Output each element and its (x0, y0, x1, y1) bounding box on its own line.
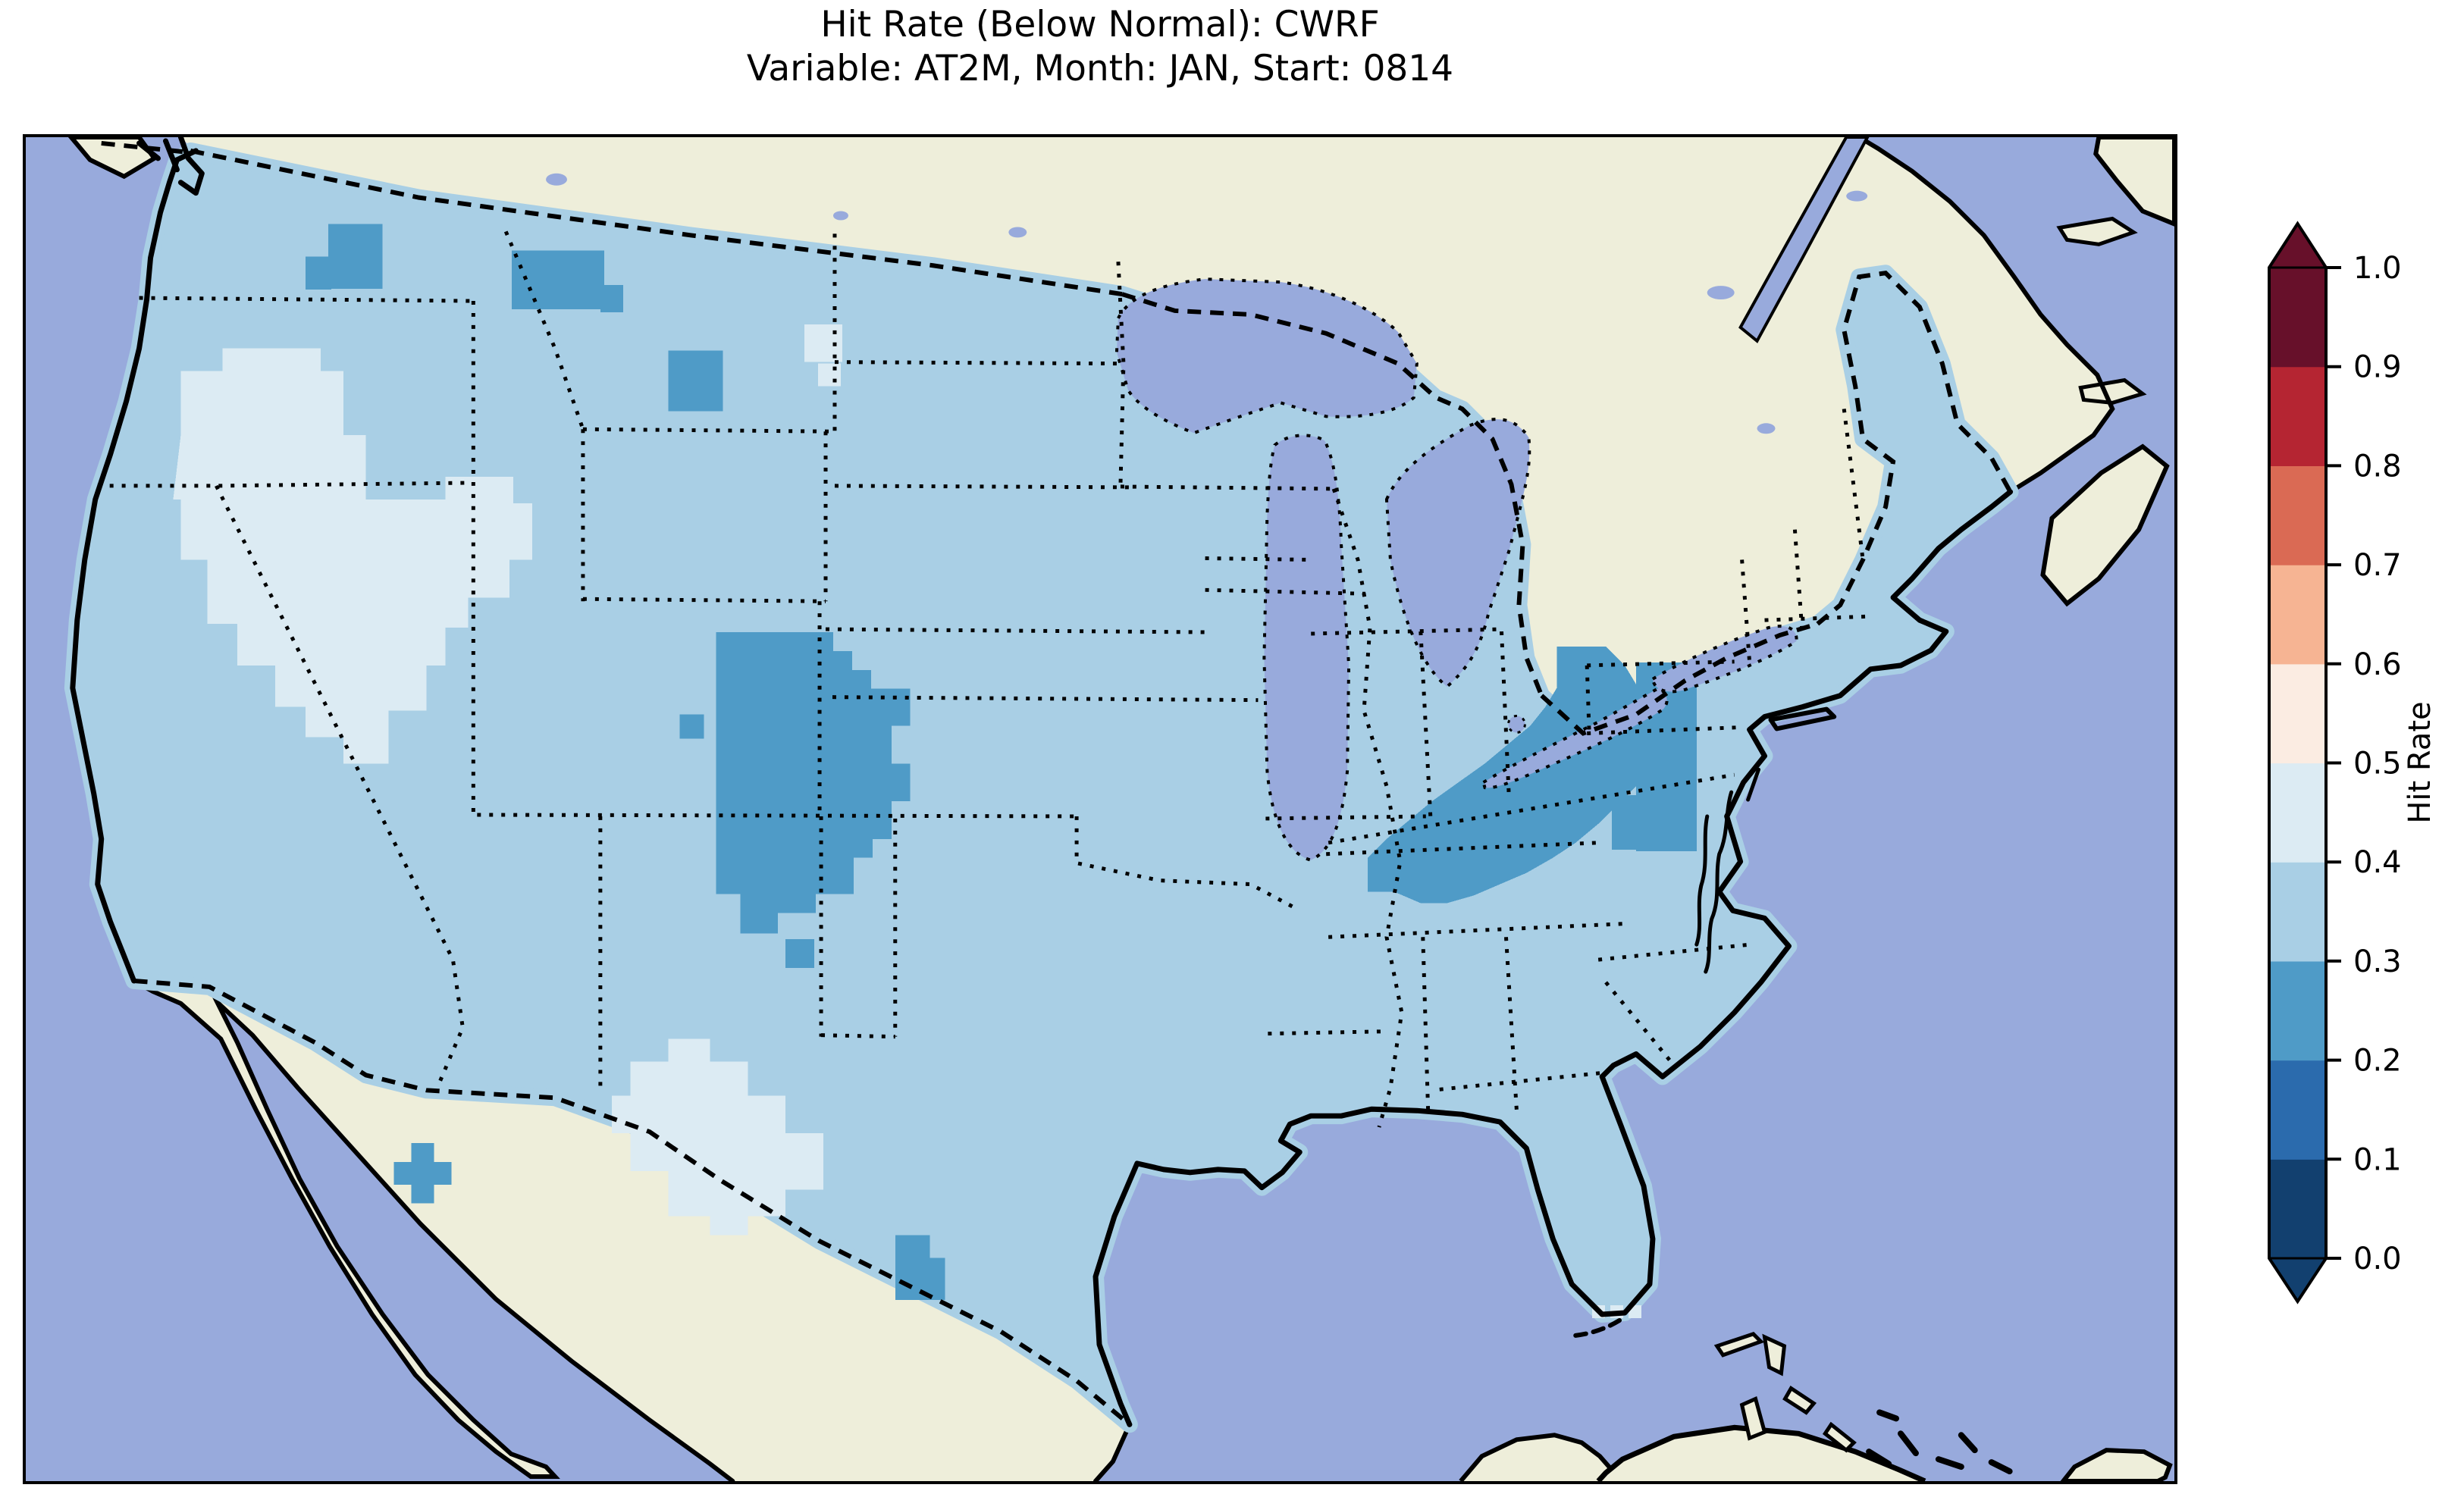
hispaniola-tip (2060, 1448, 2173, 1481)
canada-mainland (180, 137, 2113, 734)
small-lake (1846, 190, 1868, 202)
colorbar-extend-low (2269, 1258, 2326, 1301)
small-lake (1707, 286, 1735, 300)
colorbar-tick-label: 0.2 (2353, 1044, 2402, 1079)
prince-edward-island (2078, 377, 2147, 405)
colorbar-tick-label: 0.4 (2353, 845, 2402, 880)
mexico-mainland (209, 986, 1130, 1481)
lake-huron (1384, 418, 1531, 689)
mexico-west-coastline (216, 1001, 735, 1481)
anticosti-island (2056, 216, 2138, 246)
colorbar-scale: 0.0 0.1 0.2 0.3 0.4 0.5 0.6 0.7 0.8 0.9 1.0 (2268, 221, 2402, 1305)
island (1739, 1396, 1767, 1441)
patch-cell (679, 714, 704, 739)
colorbar-axis-label: Hit Rate (2403, 701, 2437, 823)
small-lake (832, 211, 848, 221)
patch-west-texas-nm (611, 1038, 824, 1236)
baja-california (133, 979, 560, 1480)
st-lawrence-river (1738, 137, 1870, 343)
patch-cell (512, 250, 604, 309)
chesapeake-bay (1694, 767, 1761, 974)
patch-cell (785, 939, 815, 969)
patch-great-basin (173, 348, 533, 764)
yucatan (1460, 1435, 1611, 1481)
colorbar-segment (2269, 1060, 2326, 1160)
puget-sound (136, 137, 205, 196)
lake-michigan (1262, 434, 1351, 862)
colorbar-segment (2269, 465, 2326, 565)
island (1762, 1333, 1787, 1377)
colorbar-segment (2269, 1159, 2326, 1259)
long-island (1768, 706, 1837, 731)
mexico-caribbean-landmass (133, 979, 2173, 1481)
patch-cell (393, 1161, 452, 1185)
lake-superior (1114, 277, 1419, 435)
colorbar-segment (2269, 960, 2326, 1061)
colorbar-tick-label: 1.0 (2353, 251, 2402, 286)
patch-cell (305, 256, 331, 290)
pacific-coastline (70, 157, 180, 984)
colorbar-tick-label: 0.3 (2353, 944, 2402, 979)
title-line-1: Hit Rate (Below Normal): CWRF (820, 4, 1380, 45)
patch-cell (818, 363, 841, 387)
small-lake (1008, 227, 1027, 238)
colorbar-segment (2269, 862, 2326, 962)
colorbar-segment (2269, 663, 2326, 764)
small-cays (1866, 1409, 2013, 1475)
colorbar-tick-label: 0.8 (2353, 449, 2402, 484)
state-borders (97, 230, 1871, 1128)
yucatan-coastline (1459, 1433, 1613, 1481)
cuba (1598, 1427, 1925, 1481)
country-borders (101, 140, 2013, 1427)
colorbar-tick-label: 0.5 (2353, 747, 2402, 781)
colorbar-tick-label: 0.0 (2353, 1242, 2402, 1276)
nova-scotia (2040, 443, 2170, 607)
canada-atlantic-coastline (1857, 137, 2115, 494)
island (1822, 1421, 1857, 1453)
hit-rate-patches-04-05 (173, 324, 1641, 1318)
patch-cell (600, 285, 623, 312)
colorbar: 0.0 0.1 0.2 0.3 0.4 0.5 0.6 0.7 0.8 0.9 1.0 Hit Ra… (2244, 197, 2464, 1334)
colorbar-tick-label: 0.1 (2353, 1142, 2402, 1177)
colorbar-tick-label: 0.7 (2353, 548, 2402, 583)
florida-keys (1573, 1317, 1622, 1338)
small-canadian-lakes (546, 173, 1868, 434)
island (1782, 1386, 1817, 1415)
mexico-gulf-coastline (1093, 1422, 1132, 1481)
great-lakes (546, 173, 1868, 862)
small-lake (1757, 423, 1776, 434)
colorbar-segment (2269, 366, 2326, 466)
bahamas-islands (1713, 1332, 2013, 1475)
lake-st-clair (1506, 715, 1526, 734)
atlantic-gulf-coastline (1092, 489, 2014, 1427)
island (1713, 1332, 1765, 1358)
newfoundland (2093, 137, 2174, 227)
map-axes (23, 134, 2177, 1484)
coastlines (70, 137, 2014, 1427)
colorbar-tick-label: 0.9 (2353, 350, 2402, 385)
title-line-2: Variable: AT2M, Month: JAN, Start: 0814 (746, 48, 1454, 89)
small-lake (546, 173, 567, 186)
colorbar-extend-high (2269, 224, 2326, 268)
figure-title: Hit Rate (Below Normal): CWRF Variable: … (23, 3, 2177, 91)
patch-colorado-kansas (716, 632, 911, 934)
conus-map (26, 137, 2174, 1481)
colorbar-svg: 0.0 0.1 0.2 0.3 0.4 0.5 0.6 0.7 0.8 0.9 1.0 Hit Ra… (2268, 221, 2437, 1305)
patch-cell (328, 224, 383, 290)
colorbar-segment (2269, 268, 2326, 368)
lake-erie (1481, 686, 1669, 790)
colorbar-segment (2269, 565, 2326, 665)
patch-cell (668, 350, 723, 412)
colorbar-segment (2269, 763, 2326, 863)
colorbar-tick-label: 0.6 (2353, 647, 2402, 682)
